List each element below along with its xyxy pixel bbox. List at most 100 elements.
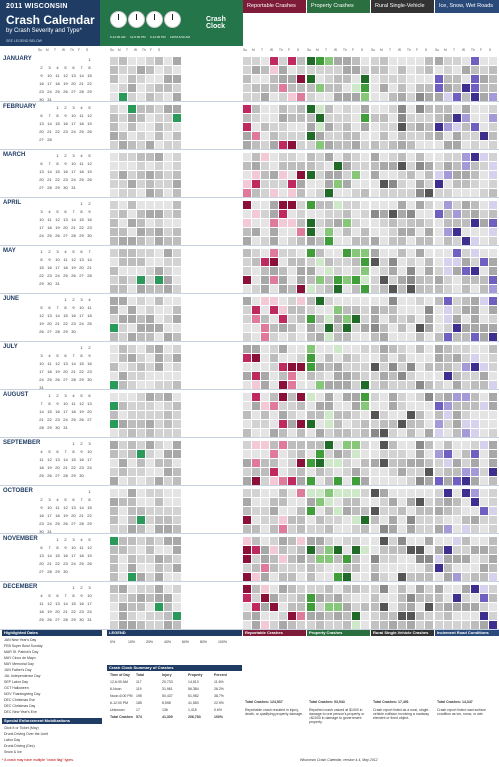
calendar-day: 14 [71, 361, 76, 366]
category-cell [371, 114, 379, 122]
clock-cell [173, 441, 181, 449]
clock-cell [173, 585, 181, 593]
category-cell [325, 237, 333, 245]
category-cell [361, 123, 369, 131]
category-cell [270, 324, 278, 332]
calendar-day: 1 [72, 585, 75, 590]
calendar-day: 25 [39, 473, 44, 478]
calendar-day: 24 [55, 273, 60, 278]
category-cell [361, 315, 369, 323]
clock-cell [155, 315, 163, 323]
calendar-day: 21 [47, 561, 52, 566]
category-cell [261, 429, 269, 437]
category-cell [252, 564, 260, 572]
clock-cell [137, 276, 145, 284]
category-cell [316, 93, 324, 101]
clock-cell [155, 372, 163, 380]
category-cell [462, 306, 470, 314]
category-cell [398, 573, 406, 581]
category-cell [480, 372, 488, 380]
category-cell [243, 189, 251, 197]
category-cell [261, 603, 269, 611]
category-cell [398, 84, 406, 92]
legend-bin: 80% [200, 640, 208, 644]
category-cell [316, 498, 324, 506]
category-cell [444, 249, 452, 257]
category-cell [416, 162, 424, 170]
category-cell [343, 57, 351, 65]
category-cell [416, 297, 424, 305]
summary-cell: Unknown [110, 708, 125, 712]
special-item: Click It or Ticket (May) [4, 726, 39, 730]
clock-cell [119, 153, 127, 161]
calendar-day: 18 [55, 81, 60, 86]
category-cell [371, 420, 379, 428]
clock-cell [119, 267, 127, 275]
category-cell [435, 411, 443, 419]
category-cell [489, 468, 497, 476]
category-cell [288, 477, 296, 485]
category-cell [371, 621, 379, 629]
category-cell [279, 429, 287, 437]
category-cell [279, 66, 287, 74]
category-cell [398, 93, 406, 101]
category-cell [471, 162, 479, 170]
clock-cell [119, 372, 127, 380]
category-cell [243, 84, 251, 92]
category-cell [453, 228, 461, 236]
category-cell [352, 66, 360, 74]
clock-cell [155, 420, 163, 428]
category-cell [279, 402, 287, 410]
category-cell [480, 93, 488, 101]
calendar-day: 5 [40, 305, 43, 310]
category-cell [371, 306, 379, 314]
category-cell [462, 189, 470, 197]
clock-cell [155, 114, 163, 122]
calendar-day: 4 [40, 449, 43, 454]
category-cell [398, 585, 406, 593]
clock-cell [137, 372, 145, 380]
category-cell [352, 420, 360, 428]
category-cell [325, 393, 333, 401]
reportable-total: Total Crashes: 124,537 [245, 700, 283, 704]
category-cell [252, 228, 260, 236]
calendar-day: 18 [63, 265, 68, 270]
category-cell [316, 57, 324, 65]
category-cell [444, 372, 452, 380]
clock-cell [155, 564, 163, 572]
calendar-day: 20 [71, 81, 76, 86]
day-header: Su [38, 48, 42, 52]
clock-cell [137, 594, 145, 602]
category-cell [297, 402, 305, 410]
category-cell [380, 123, 388, 131]
category-cell [243, 603, 251, 611]
category-cell [343, 381, 351, 389]
calendar-day: 16 [87, 361, 92, 366]
category-cell [407, 621, 415, 629]
calendar-day: 4 [64, 249, 67, 254]
calendar-day: 9 [72, 305, 75, 310]
clock-cell [164, 489, 172, 497]
category-cell [371, 105, 379, 113]
category-cell [325, 267, 333, 275]
category-cell [389, 132, 397, 140]
category-cell [398, 153, 406, 161]
category-cell [380, 114, 388, 122]
category-cell [307, 381, 315, 389]
category-cell [325, 603, 333, 611]
category-cell [480, 381, 488, 389]
category-cell [380, 258, 388, 266]
clock-cell [173, 306, 181, 314]
version: Wisconsin Crash Calendar, version 4.4, M… [300, 758, 378, 762]
category-cell [371, 285, 379, 293]
category-cell [462, 171, 470, 179]
header-ice: Ice, Snow, Wet Roads [435, 0, 499, 13]
category-cell [307, 345, 315, 353]
category-cell [279, 75, 287, 83]
clock-cell [119, 297, 127, 305]
category-cell [343, 477, 351, 485]
calendar-day: 18 [79, 553, 84, 558]
clock-cell [119, 315, 127, 323]
calendar-day: 1 [48, 393, 51, 398]
category-cell [279, 345, 287, 353]
